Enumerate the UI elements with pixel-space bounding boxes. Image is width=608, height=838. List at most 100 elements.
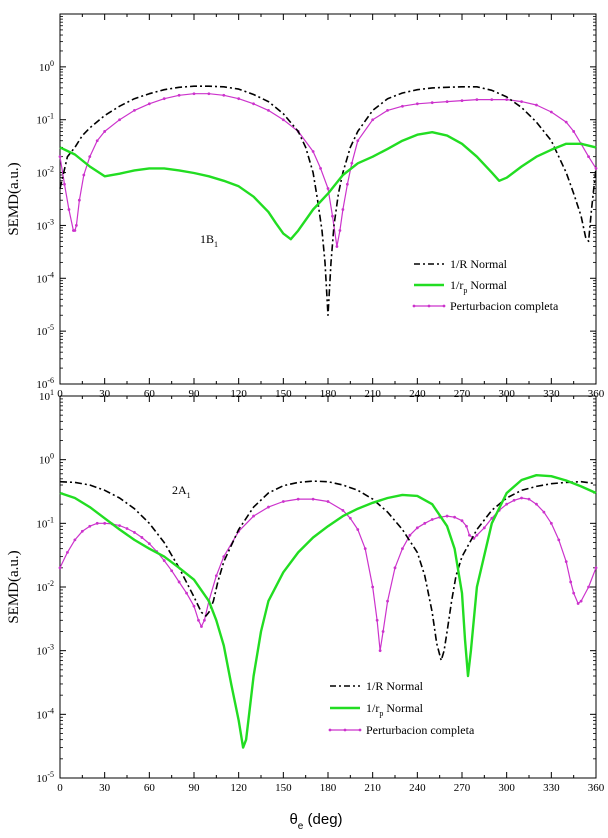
data-point bbox=[133, 109, 136, 112]
data-point bbox=[430, 518, 434, 521]
data-point bbox=[363, 547, 367, 551]
y-tick-label: 10-2 bbox=[36, 165, 54, 180]
data-point bbox=[185, 591, 188, 595]
data-point bbox=[281, 500, 285, 503]
data-point bbox=[118, 118, 121, 122]
x-tick-label: 90 bbox=[189, 782, 201, 794]
data-point bbox=[237, 97, 241, 101]
data-point bbox=[371, 585, 375, 589]
x-tick-label: 330 bbox=[543, 388, 560, 400]
data-point bbox=[572, 591, 576, 595]
x-axis-label: θe (deg) bbox=[289, 811, 342, 832]
chart-panel-1: 0 30 60 90 120 150 180 210 240 270 300 330 36010-610… bbox=[6, 13, 605, 400]
data-point bbox=[535, 502, 538, 506]
y-tick-label: 10-3 bbox=[36, 643, 54, 658]
data-point bbox=[140, 536, 144, 539]
x-tick-label: 360 bbox=[588, 388, 605, 400]
legend-marker bbox=[427, 304, 431, 308]
data-point bbox=[587, 155, 590, 159]
y-tick-label: 10-1 bbox=[36, 112, 54, 127]
data-point bbox=[177, 93, 181, 97]
data-point bbox=[82, 173, 86, 177]
y-axis-label: SEMD(a.u.) bbox=[6, 162, 22, 235]
data-point bbox=[252, 102, 255, 106]
data-point bbox=[281, 118, 285, 122]
y-tick-label: 10-3 bbox=[36, 217, 54, 232]
data-point bbox=[147, 542, 151, 546]
x-tick-label: 150 bbox=[275, 782, 292, 794]
data-point bbox=[80, 529, 84, 533]
legend: 1/R Normal 1/rp Normal Perturbacion comple… bbox=[328, 679, 475, 737]
data-point bbox=[557, 538, 561, 542]
data-point bbox=[579, 599, 583, 603]
data-point bbox=[505, 502, 509, 506]
data-point bbox=[162, 97, 166, 101]
legend-marker bbox=[412, 304, 416, 308]
data-point bbox=[338, 229, 342, 232]
y-tick-label: 100 bbox=[39, 59, 54, 74]
legend-label: Perturbacion completa bbox=[450, 299, 559, 313]
data-point bbox=[445, 514, 449, 518]
x-tick-label: 30 bbox=[99, 388, 111, 400]
data-point bbox=[386, 109, 389, 112]
data-point bbox=[520, 100, 523, 104]
x-tick-label: 0 bbox=[57, 782, 63, 794]
data-point bbox=[335, 245, 339, 248]
data-point bbox=[267, 109, 270, 112]
x-tick-label: 150 bbox=[275, 388, 292, 400]
data-point bbox=[192, 604, 196, 608]
data-point bbox=[594, 566, 598, 570]
data-point bbox=[350, 161, 354, 165]
data-point bbox=[341, 208, 345, 211]
x-tick-label: 120 bbox=[230, 388, 247, 400]
x-tick-label: 180 bbox=[320, 782, 337, 794]
y-tick-label: 10-4 bbox=[36, 706, 54, 721]
state-annotation: 1B1 bbox=[200, 232, 218, 249]
x-tick-label: 270 bbox=[454, 388, 471, 400]
data-point bbox=[73, 229, 77, 232]
data-point bbox=[453, 515, 456, 519]
data-point bbox=[203, 618, 206, 622]
data-point bbox=[475, 98, 479, 102]
data-point bbox=[331, 214, 334, 218]
data-point bbox=[460, 99, 464, 102]
x-tick-label: 300 bbox=[498, 388, 515, 400]
data-point bbox=[408, 533, 412, 537]
data-point bbox=[319, 166, 322, 170]
state-annotation: 2A1 bbox=[172, 483, 191, 500]
data-point bbox=[77, 198, 81, 202]
data-point bbox=[475, 533, 479, 537]
x-tick-label: 90 bbox=[189, 388, 201, 400]
data-point bbox=[95, 521, 99, 525]
y-tick-label: 100 bbox=[39, 452, 54, 467]
data-point bbox=[197, 618, 200, 622]
x-tick-label: 0 bbox=[57, 388, 63, 400]
data-point bbox=[527, 497, 531, 501]
legend-label: 1/R Normal bbox=[366, 679, 424, 693]
data-point bbox=[415, 526, 419, 530]
data-point bbox=[594, 166, 598, 170]
data-point bbox=[95, 139, 99, 143]
data-point bbox=[133, 531, 136, 534]
data-point bbox=[73, 538, 77, 542]
data-point bbox=[465, 524, 468, 528]
data-point bbox=[222, 555, 226, 559]
plot-frame bbox=[59, 395, 597, 779]
data-point bbox=[296, 497, 300, 501]
data-point bbox=[490, 516, 494, 520]
data-point bbox=[267, 505, 270, 509]
series-line-2 bbox=[59, 131, 597, 241]
data-point bbox=[348, 516, 352, 520]
x-tick-label: 60 bbox=[144, 782, 156, 794]
data-point bbox=[393, 566, 397, 570]
data-point bbox=[576, 602, 580, 605]
data-point bbox=[482, 526, 486, 530]
series-line-2 bbox=[59, 474, 597, 749]
x-tick-label: 240 bbox=[409, 388, 426, 400]
data-point bbox=[222, 93, 226, 97]
data-point bbox=[147, 102, 151, 106]
data-point bbox=[162, 559, 166, 562]
data-point bbox=[445, 100, 449, 104]
data-point bbox=[88, 155, 92, 159]
